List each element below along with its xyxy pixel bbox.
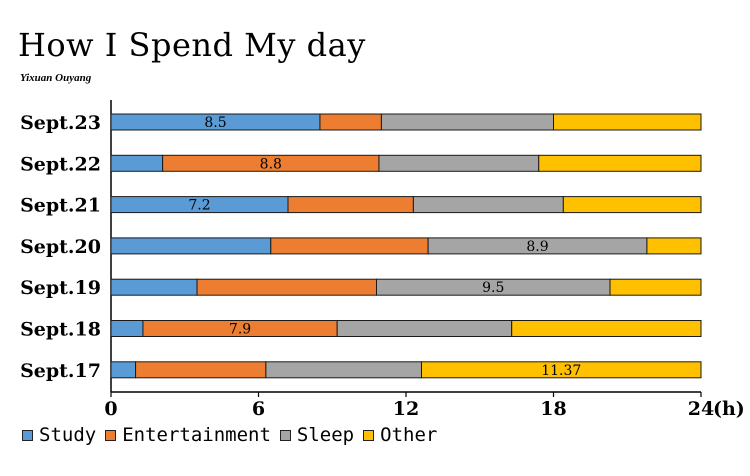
bar-other-sept-19 <box>609 278 702 296</box>
chart-title: How I Spend My day <box>18 26 366 64</box>
x-tick-label: 0 <box>104 398 117 420</box>
legend-item-sleep: Sleep <box>279 424 355 446</box>
y-tick-label: Sept.19 <box>20 277 101 299</box>
bar-entertainment-sept-21 <box>287 196 414 214</box>
bar-study-sept-22 <box>110 154 164 172</box>
legend-swatch <box>105 429 117 441</box>
bar-other-sept-22 <box>538 154 702 172</box>
legend-swatch <box>279 429 291 441</box>
data-label: 7.9 <box>229 322 251 338</box>
bar-other-sept-21 <box>562 196 702 214</box>
bar-other-sept-17 <box>420 361 702 379</box>
bar-sleep-sept-17 <box>265 361 422 379</box>
y-tick-label: Sept.17 <box>20 360 101 382</box>
stacked-bar-chart: Sept.23 Sept.22 Sept.21 Sept.20 Sept.19 Sept.… <box>20 100 745 420</box>
y-tick-label: Sept.21 <box>20 195 101 217</box>
bar-study-sept-20 <box>110 237 272 255</box>
x-tick-label: 12 <box>393 398 419 420</box>
data-label: 11.37 <box>541 363 581 379</box>
data-label: 7.2 <box>188 198 210 214</box>
bar-other-sept-23 <box>553 113 702 131</box>
chart-legend: Study Entertainment Sleep Other <box>22 424 446 446</box>
data-label: 8.8 <box>260 156 282 172</box>
data-label: 8.9 <box>526 239 548 255</box>
legend-swatch <box>363 429 375 441</box>
bar-entertainment-sept-20 <box>270 237 429 255</box>
bar-sleep-sept-23 <box>380 113 555 131</box>
data-label: 9.5 <box>482 280 504 296</box>
legend-item-study: Study <box>22 424 96 446</box>
bar-entertainment-sept-23 <box>319 113 382 131</box>
bar-sleep-sept-22 <box>378 154 540 172</box>
x-tick-label: 18 <box>540 398 566 420</box>
legend-item-entertainment: Entertainment <box>105 424 271 446</box>
bar-entertainment-sept-17 <box>135 361 267 379</box>
legend-item-other: Other <box>363 424 437 446</box>
bar-sleep-sept-18 <box>336 320 513 337</box>
bar-study-sept-18 <box>110 320 144 337</box>
bar-other-sept-18 <box>511 320 702 337</box>
y-tick-label: Sept.23 <box>20 112 101 134</box>
chart-subtitle: Yixuan Ouyang <box>20 72 92 84</box>
x-axis-unit: (h) <box>713 398 745 420</box>
legend-label: Other <box>380 424 438 446</box>
x-tick-label: 6 <box>252 398 265 420</box>
legend-swatch <box>22 429 33 441</box>
legend-label: Entertainment <box>122 424 271 446</box>
x-tick-label: 24 <box>688 398 714 420</box>
bar-study-sept-19 <box>110 278 198 296</box>
bar-other-sept-20 <box>646 237 702 255</box>
y-tick-label: Sept.18 <box>20 319 101 341</box>
y-tick-label: Sept.20 <box>20 236 101 258</box>
legend-label: Study <box>39 424 97 446</box>
bar-study-sept-17 <box>110 361 137 379</box>
bar-entertainment-sept-19 <box>196 278 377 296</box>
data-label: 8.5 <box>204 115 226 131</box>
bar-sleep-sept-21 <box>412 196 564 214</box>
y-tick-label: Sept.22 <box>20 153 101 175</box>
legend-label: Sleep <box>296 424 355 446</box>
